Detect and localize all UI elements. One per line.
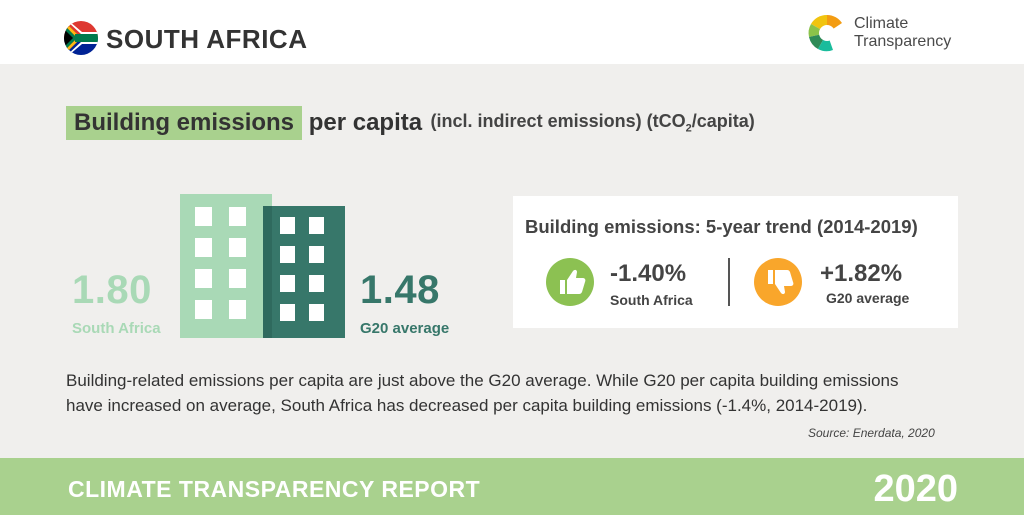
g20-building-windows [280, 217, 324, 321]
logo-text-line2: Transparency [854, 33, 952, 50]
south-africa-building-windows [195, 207, 246, 319]
title-unit-sub: 2 [685, 122, 692, 135]
south-africa-value: 1.80 [72, 268, 152, 312]
title-rest: per capita [302, 109, 422, 136]
title-unit: (incl. indirect emissions) (tCO2/capita) [430, 111, 755, 135]
footer-report-title: CLIMATE TRANSPARENCY REPORT [68, 476, 481, 502]
g20-value: 1.48 [360, 268, 440, 312]
logo-text: Climate Transparency [854, 15, 951, 51]
footer-bar: CLIMATE TRANSPARENCY REPORT 2020 [0, 458, 1024, 515]
trend-divider [728, 258, 730, 306]
south-africa-label: South Africa [72, 320, 161, 337]
thumbs-up-icon [546, 258, 594, 306]
logo-text-line1: Climate [854, 15, 909, 32]
g20-building [263, 206, 345, 338]
trend-card: Building emissions: 5-year trend (2014-2… [513, 196, 958, 328]
title-unit-post: /capita) [691, 111, 755, 132]
south-africa-flag-icon [64, 21, 98, 55]
country-name: SOUTH AFRICA [106, 24, 308, 54]
footer-year: 2020 [873, 468, 958, 510]
south-africa-trend-label: South Africa [610, 292, 693, 308]
south-africa-building [180, 194, 272, 338]
title-highlight: Building emissions [66, 106, 303, 140]
thumbs-down-icon [754, 258, 802, 306]
page-title: Building emissions per capita (incl. ind… [66, 106, 755, 140]
description-text: Building-related emissions per capita ar… [66, 371, 899, 415]
g20-trend-value: +1.82% [820, 260, 903, 287]
climate-transparency-logo-icon [806, 12, 848, 54]
trend-title: Building emissions: 5-year trend (2014-2… [525, 216, 918, 237]
south-africa-trend-value: -1.40% [610, 260, 687, 287]
g20-label: G20 average [360, 320, 450, 337]
header-bar: SOUTH AFRICA Climate Transparency [0, 0, 1024, 64]
g20-trend-label: G20 average [826, 290, 910, 306]
title-rest-text: per capita [308, 109, 423, 136]
title-unit-pre: (incl. indirect emissions) (tCO [430, 111, 686, 132]
source-note: Source: Enerdata, 2020 [808, 426, 935, 440]
buildings-illustration [180, 194, 345, 338]
